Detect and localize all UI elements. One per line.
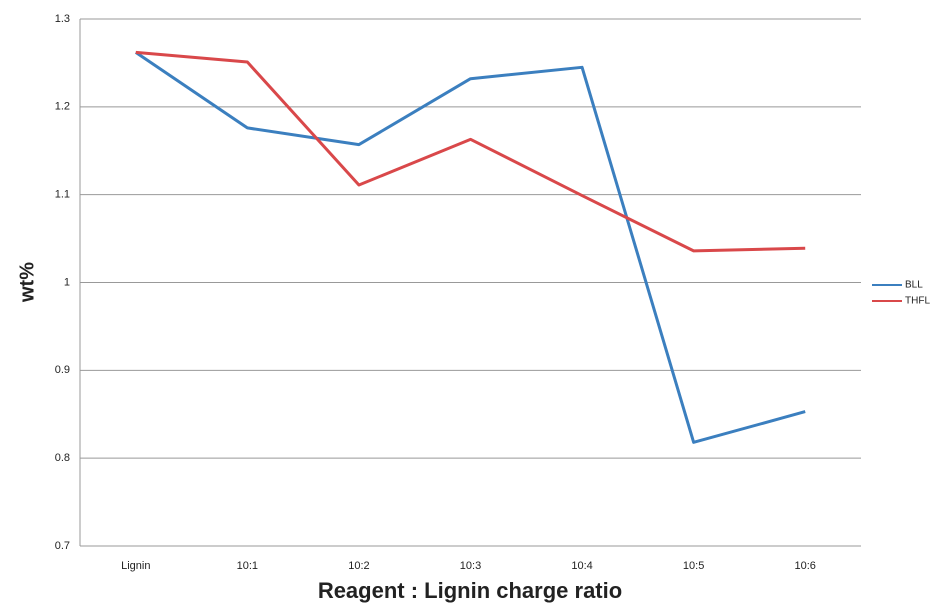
y-tick-label: 1 bbox=[64, 276, 70, 288]
y-tick-label: 1.1 bbox=[55, 189, 70, 201]
x-tick-label: 10:4 bbox=[571, 560, 592, 572]
x-axis-label: Reagent : Lignin charge ratio bbox=[318, 578, 622, 603]
x-tick-label: Lignin bbox=[121, 560, 150, 572]
x-tick-label: 10:1 bbox=[237, 560, 258, 572]
y-tick-label: 0.7 bbox=[55, 540, 70, 552]
y-tick-label: 0.9 bbox=[55, 364, 70, 376]
y-tick-label: 1.3 bbox=[55, 13, 70, 25]
y-axis-label: wt% bbox=[16, 262, 38, 303]
legend-label: THFL bbox=[905, 296, 930, 307]
line-series bbox=[134, 51, 806, 444]
legend-label: BLL bbox=[905, 280, 923, 291]
y-tick-label: 1.2 bbox=[55, 101, 70, 113]
x-tick-label: 10:2 bbox=[348, 560, 369, 572]
x-tick-label: 10:5 bbox=[683, 560, 704, 572]
x-tick-label: 10:6 bbox=[795, 560, 816, 572]
line-series bbox=[135, 50, 806, 253]
x-tick-label: 10:3 bbox=[460, 560, 481, 572]
y-tick-label: 0.8 bbox=[55, 452, 70, 464]
